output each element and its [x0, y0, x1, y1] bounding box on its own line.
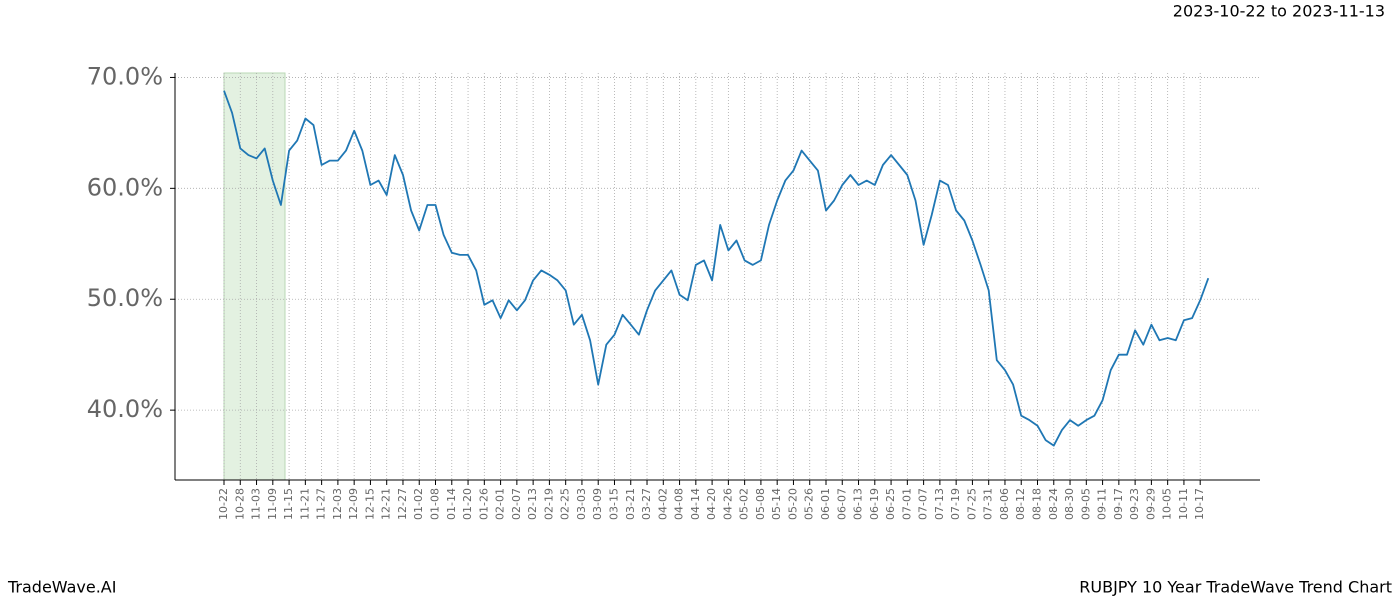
x-tick-label: 06-19 [868, 488, 881, 520]
x-tick-label: 04-08 [673, 488, 686, 520]
x-tick-label: 11-09 [266, 488, 279, 520]
y-tick-label: 60.0% [87, 173, 163, 201]
x-tick-label: 02-25 [559, 488, 572, 520]
x-tick-label: 04-14 [689, 488, 702, 520]
x-tick-label: 03-21 [624, 488, 637, 520]
x-tick-label: 02-01 [494, 488, 507, 520]
x-tick-label: 05-20 [786, 488, 799, 520]
x-tick-label: 07-01 [900, 488, 913, 520]
x-tick-label: 07-19 [949, 488, 962, 520]
x-tick-label: 10-05 [1161, 488, 1174, 520]
x-tick-label: 04-26 [721, 488, 734, 520]
x-tick-label: 11-03 [250, 488, 263, 520]
x-tick-label: 06-25 [884, 488, 897, 520]
footer-right: RUBJPY 10 Year TradeWave Trend Chart [1079, 578, 1392, 597]
x-tick-label: 06-07 [835, 488, 848, 520]
x-tick-label: 01-20 [461, 488, 474, 520]
x-tick-label: 10-17 [1193, 488, 1206, 520]
x-tick-label: 12-27 [396, 488, 409, 520]
x-tick-label: 02-07 [510, 488, 523, 520]
x-tick-label: 01-08 [429, 488, 442, 520]
trend-line [223, 90, 1210, 447]
x-tick-label: 10-28 [233, 488, 246, 520]
footer-left: TradeWave.AI [7, 578, 116, 597]
x-tick-label: 02-13 [526, 488, 539, 520]
x-tick-label: 01-14 [445, 488, 458, 520]
x-tick-label: 05-02 [738, 488, 751, 520]
x-tick-label: 06-01 [819, 488, 832, 520]
x-tick-label: 09-05 [1079, 488, 1092, 520]
x-tick-label: 01-26 [477, 488, 490, 520]
x-tick-label: 08-12 [1014, 488, 1027, 520]
highlight-band [223, 72, 286, 481]
x-tick-label: 07-07 [917, 488, 930, 520]
x-tick-label: 05-26 [803, 488, 816, 520]
x-tick-label: 05-08 [754, 488, 767, 520]
x-tick-label: 07-31 [982, 488, 995, 520]
y-tick-label: 50.0% [87, 284, 163, 312]
y-tick-label: 70.0% [87, 62, 163, 90]
y-tick-label: 40.0% [87, 395, 163, 423]
x-tick-label: 07-25 [965, 488, 978, 520]
x-tick-label: 09-11 [1096, 488, 1109, 520]
x-tick-label: 08-18 [1031, 488, 1044, 520]
x-tick-label: 01-02 [412, 488, 425, 520]
x-tick-label: 04-02 [656, 488, 669, 520]
x-tick-label: 10-22 [217, 488, 230, 520]
x-tick-label: 10-11 [1177, 488, 1190, 520]
x-tick-label: 12-15 [363, 488, 376, 520]
x-tick-label: 09-23 [1128, 488, 1141, 520]
x-tick-label: 09-17 [1112, 488, 1125, 520]
x-tick-label: 08-30 [1063, 488, 1076, 520]
x-tick-label: 12-21 [380, 488, 393, 520]
x-tick-label: 11-21 [298, 488, 311, 520]
x-tick-label: 09-29 [1144, 488, 1157, 520]
x-tick-label: 03-03 [575, 488, 588, 520]
x-tick-label: 04-20 [705, 488, 718, 520]
x-tick-label: 03-15 [607, 488, 620, 520]
x-tick-label: 11-15 [282, 488, 295, 520]
x-tick-label: 12-03 [331, 488, 344, 520]
x-tick-label: 03-09 [591, 488, 604, 520]
x-tick-label: 08-24 [1047, 488, 1060, 520]
chart-title: 2023-10-22 to 2023-11-13 [1173, 2, 1385, 21]
x-tick-label: 03-27 [640, 488, 653, 520]
x-tick-label: 12-09 [347, 488, 360, 520]
x-tick-label: 07-13 [933, 488, 946, 520]
x-tick-label: 02-19 [542, 488, 555, 520]
x-tick-label: 05-14 [770, 488, 783, 520]
x-tick-label: 06-13 [852, 488, 865, 520]
x-tick-label: 08-06 [998, 488, 1011, 520]
x-tick-label: 11-27 [315, 488, 328, 520]
